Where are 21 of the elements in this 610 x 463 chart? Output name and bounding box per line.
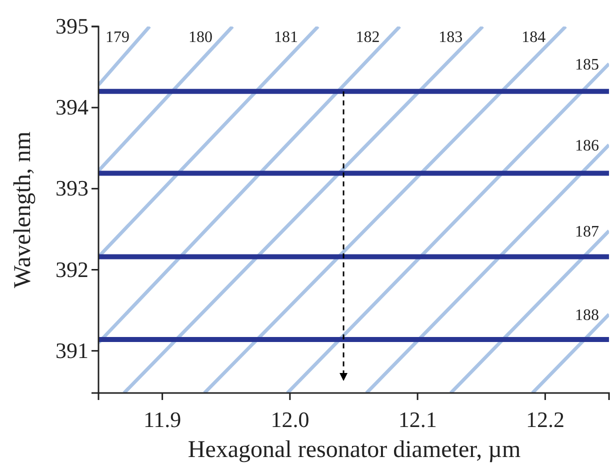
x-tick-label: 12.1 [398,407,437,432]
y-tick-label: 392 [56,256,88,282]
x-tick-label: 11.9 [143,407,182,432]
series-label: 186 [575,138,599,155]
x-tick-label: 12.2 [526,407,564,432]
series-label: 179 [106,29,130,46]
x-axis-title: Hexagonal resonator diameter, µm [188,437,521,463]
series-label: 182 [356,29,380,46]
series-label: 187 [575,224,599,241]
x-tick-label: 12.0 [270,407,310,432]
y-tick-label: 393 [56,176,88,201]
series-label: 180 [188,29,213,46]
series-label: 185 [575,56,599,74]
series-label: 184 [522,29,546,46]
y-tick-label: 391 [56,338,88,363]
y-tick-label: 394 [56,94,88,120]
series-label: 188 [575,307,599,324]
series-label: 181 [274,29,298,46]
series-label: 183 [438,29,463,46]
y-axis-title: Wavelength, nm [10,131,36,288]
y-tick-label: 395 [56,14,88,39]
